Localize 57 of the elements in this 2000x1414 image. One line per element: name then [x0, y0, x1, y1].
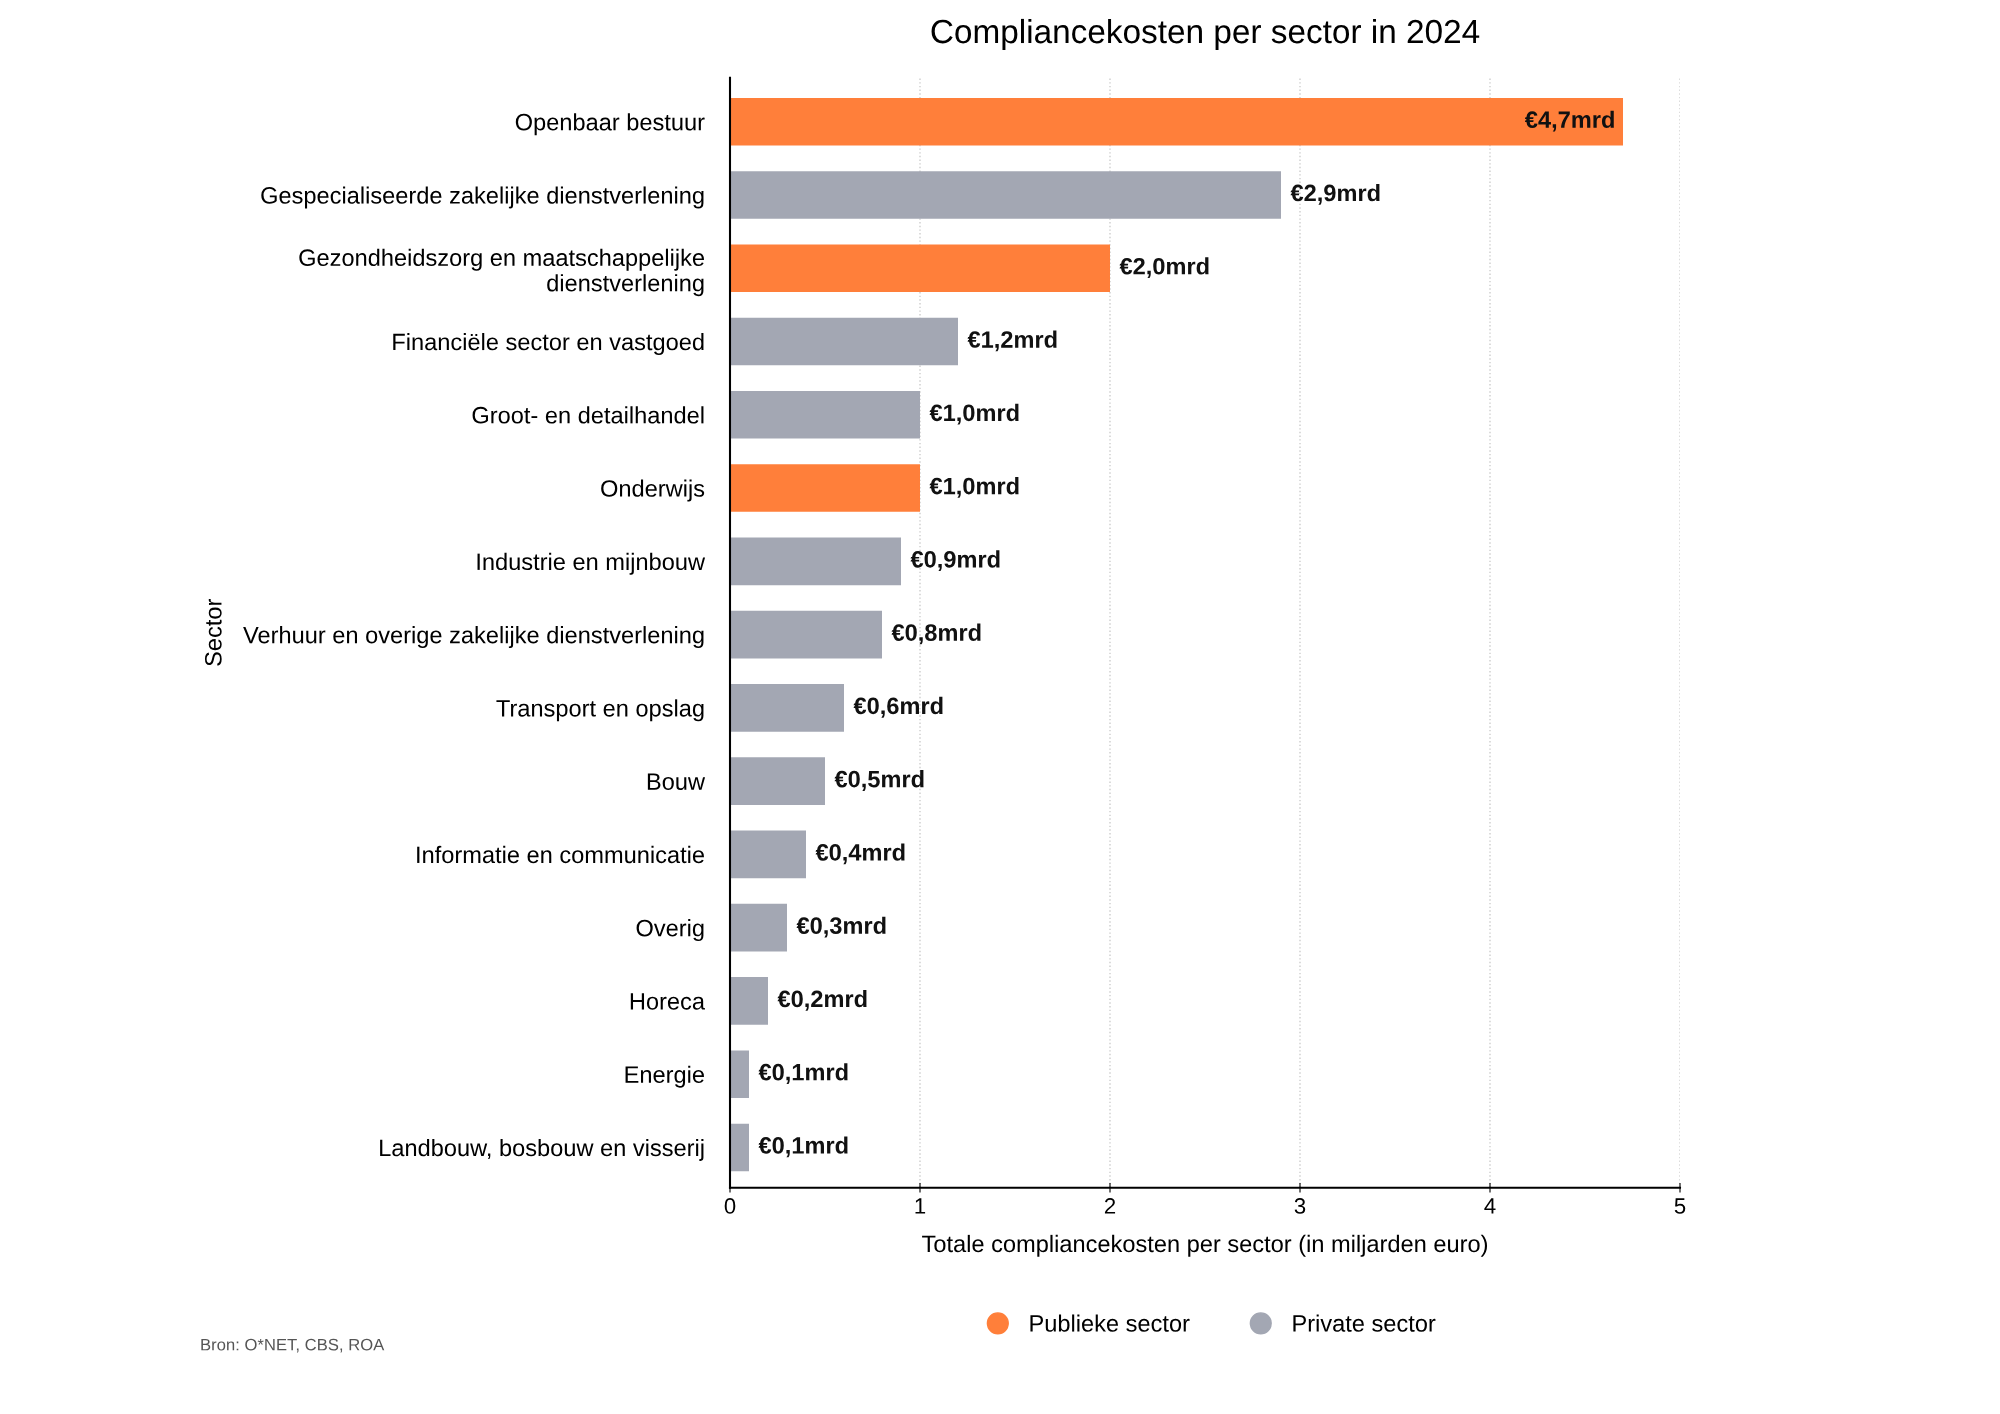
y-tick-label: Financiële sector en vastgoed: [393, 332, 704, 355]
data-label: €0,6mrd: [853, 696, 943, 718]
bar: [730, 1050, 749, 1099]
text: Bron: O*NET, CBS, ROA: [201, 1338, 385, 1353]
data-label: €1,0mrd: [929, 403, 1019, 425]
x-tick-label: 2: [1104, 1198, 1116, 1214]
y-tick-label: Gespecialiseerde zakelijke dienstverlening: [261, 186, 704, 209]
legend-label: Publieke sector: [1030, 1314, 1190, 1332]
data-label: €0,4mrd: [815, 843, 905, 865]
bar: [730, 977, 768, 1025]
data-label: €1,2mrd: [967, 330, 1057, 352]
y-tick-label: Horeca: [630, 993, 705, 1010]
bar: [730, 757, 825, 805]
y-tick-label: Energie: [625, 1065, 704, 1088]
x-tick-label: 0: [724, 1198, 736, 1214]
y-axis-title: Sector: [204, 599, 222, 666]
legend-label: Private sector: [1293, 1314, 1436, 1332]
y-tick-label: Openbaar bestuur: [515, 113, 705, 136]
bar: [730, 97, 1623, 146]
x-tick-label: 1: [915, 1198, 926, 1214]
bar: [730, 610, 882, 659]
y-tick-label: Verhuur en overige zakelijke dienstverlening: [243, 626, 704, 649]
data-label: €2,0mrd: [1119, 257, 1209, 279]
data-label: €0,1mrd: [758, 1063, 848, 1084]
y-tick-label: Bouw: [647, 773, 706, 790]
x-tick-label: 5: [1674, 1198, 1686, 1214]
bar: [730, 1123, 749, 1172]
y-tick-label: Landbouw, bosbouw en visserij: [380, 1138, 704, 1161]
y-tick-label: Overig: [636, 919, 704, 942]
bar: [730, 317, 958, 366]
y-tick-label: Groot- en detailhandel: [472, 406, 704, 424]
bar: [730, 830, 806, 879]
data-label: €1,0mrd: [929, 477, 1019, 498]
y-tick-label: Onderwijs: [601, 479, 705, 502]
y-tick-label: Transport en opslag: [496, 699, 704, 722]
data-label: €0,2mrd: [777, 989, 867, 1011]
bar: [730, 464, 920, 512]
x-axis-title: Totale compliancekosten per sector (in miljarden euro): [922, 1234, 1488, 1257]
data-label: €4,7mrd: [1524, 110, 1614, 132]
data-label: €0,1mrd: [758, 1136, 848, 1158]
bar: [730, 244, 1110, 293]
bar: [730, 390, 920, 439]
y-tick-label: Informatie en communicatie: [417, 845, 704, 864]
data-label: €0,9mrd: [910, 550, 1000, 572]
data-label: €0,3mrd: [796, 916, 886, 938]
y-tick-label: Gezondheidszorg en maatschappelijke dienstverlening: [299, 248, 704, 297]
data-label: €0,5mrd: [834, 770, 924, 791]
data-label: €2,9mrd: [1290, 183, 1380, 205]
data-label: €0,8mrd: [891, 623, 981, 645]
bar: [730, 903, 787, 952]
bar: [730, 684, 844, 732]
x-tick-label: 3: [1294, 1198, 1306, 1214]
bar: [730, 537, 901, 586]
bar: [730, 171, 1281, 219]
y-tick-label: Industrie en mijnbouw: [477, 552, 706, 575]
x-tick-label: 4: [1484, 1198, 1496, 1214]
chart-title: Compliancekosten per sector in 2024: [931, 18, 1480, 50]
